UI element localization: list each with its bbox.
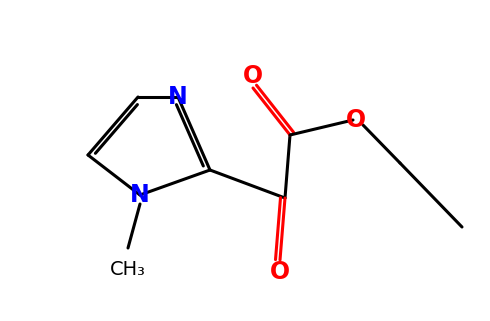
Text: O: O bbox=[270, 260, 290, 284]
Text: O: O bbox=[243, 64, 263, 88]
Text: CH₃: CH₃ bbox=[110, 260, 146, 279]
Text: O: O bbox=[346, 108, 366, 132]
Text: N: N bbox=[168, 85, 188, 109]
Text: N: N bbox=[130, 183, 150, 207]
